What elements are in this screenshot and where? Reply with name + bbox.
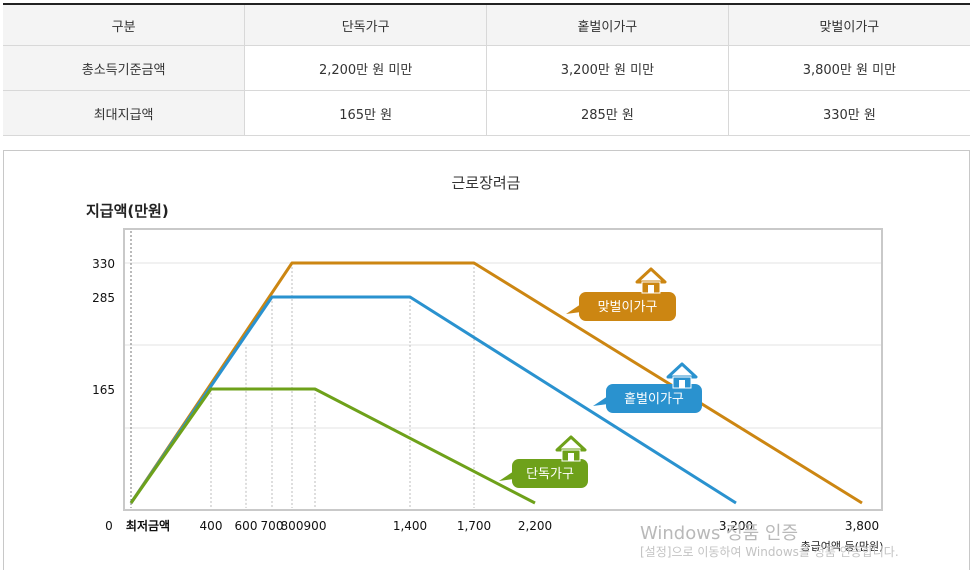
house-door: [568, 453, 574, 461]
table-cell: 2,200만 원 미만: [244, 45, 487, 91]
single-household-label: 단독가구: [499, 435, 588, 488]
house-icon: [635, 267, 667, 294]
table-cell: 3,800만 원 미만: [728, 45, 970, 91]
house-door: [679, 380, 685, 388]
table-header-cell: 구분: [3, 4, 246, 46]
x-tick-label: 3,200: [719, 519, 753, 533]
row-label: 최대지급액: [3, 90, 246, 136]
table-header-row: 구분 단독가구 홑벌이가구 맞벌이가구: [3, 4, 970, 46]
min-wage-label: 최저금액: [126, 518, 170, 533]
x-tick-label: 1,400: [393, 519, 427, 533]
x-tick-label: 3,800: [845, 519, 879, 533]
series-lines: [129, 261, 863, 505]
y-tick-label: 285: [92, 291, 115, 305]
label-text: 홑벌이가구: [624, 392, 684, 407]
x-tick-label: 400: [200, 519, 223, 533]
table-cell: 3,200만 원 미만: [486, 45, 729, 91]
table-cell: 165만 원: [244, 90, 487, 136]
label-pill: [606, 384, 702, 413]
y-tick-label: 165: [92, 383, 115, 397]
label-text: 단독가구: [526, 467, 574, 482]
label-pill: [579, 292, 676, 321]
x-tick-label: 600: [235, 519, 258, 533]
house-door: [648, 285, 654, 293]
single-household-line: [129, 387, 536, 505]
x-tick-label: 800: [281, 519, 304, 533]
table-cell: 330만 원: [728, 90, 970, 136]
watermark-title: Windows 정품 인증: [640, 523, 799, 544]
label-pointer: [593, 396, 608, 406]
y-axis-label: 지급액(만원): [86, 202, 169, 220]
table-cell: 285만 원: [486, 90, 729, 136]
y-tick-label: 330: [92, 257, 115, 271]
x-axis-label: 총급여액 등(만원): [801, 540, 884, 553]
table-header-cell: 단독가구: [244, 4, 487, 46]
table-header-cell: 홑벌이가구: [486, 4, 729, 46]
chart-frame: [3, 150, 970, 570]
plot-border: [123, 228, 883, 511]
x-origin-label: 0: [105, 519, 113, 533]
one-earner-household-label: 홑벌이가구: [593, 362, 702, 413]
chart-title: 근로장려금: [451, 174, 520, 192]
benefit-table: 구분 단독가구 홑벌이가구 맞벌이가구 총소득기준금액 2,200만 원 미만 …: [3, 3, 970, 136]
x-tick-label: 700: [261, 519, 284, 533]
table-row: 총소득기준금액 2,200만 원 미만 3,200만 원 미만 3,800만 원…: [3, 45, 970, 91]
row-label: 총소득기준금액: [3, 45, 246, 91]
plot-area: [123, 228, 883, 511]
house-icon: [666, 362, 698, 389]
dual-earner-household-label: 맞벌이가구: [566, 267, 676, 321]
table-header-cell: 맞벌이가구: [728, 4, 970, 46]
label-pointer: [499, 471, 514, 481]
grid-lines: [125, 231, 881, 508]
x-tick-label: 900: [304, 519, 327, 533]
label-pill: [512, 459, 588, 488]
label-text: 맞벌이가구: [598, 300, 658, 315]
label-pointer: [566, 304, 581, 314]
watermark-subtitle: [설정]으로 이동하여 Windows를 정품 인증합니다.: [640, 545, 899, 559]
table-row: 최대지급액 165만 원 285만 원 330만 원: [3, 90, 970, 136]
series-labels: 단독가구 홑벌이가구 맞벌이가구: [499, 267, 702, 488]
house-icon: [555, 435, 587, 462]
x-tick-label: 1,700: [457, 519, 491, 533]
x-tick-label: 2,200: [518, 519, 552, 533]
